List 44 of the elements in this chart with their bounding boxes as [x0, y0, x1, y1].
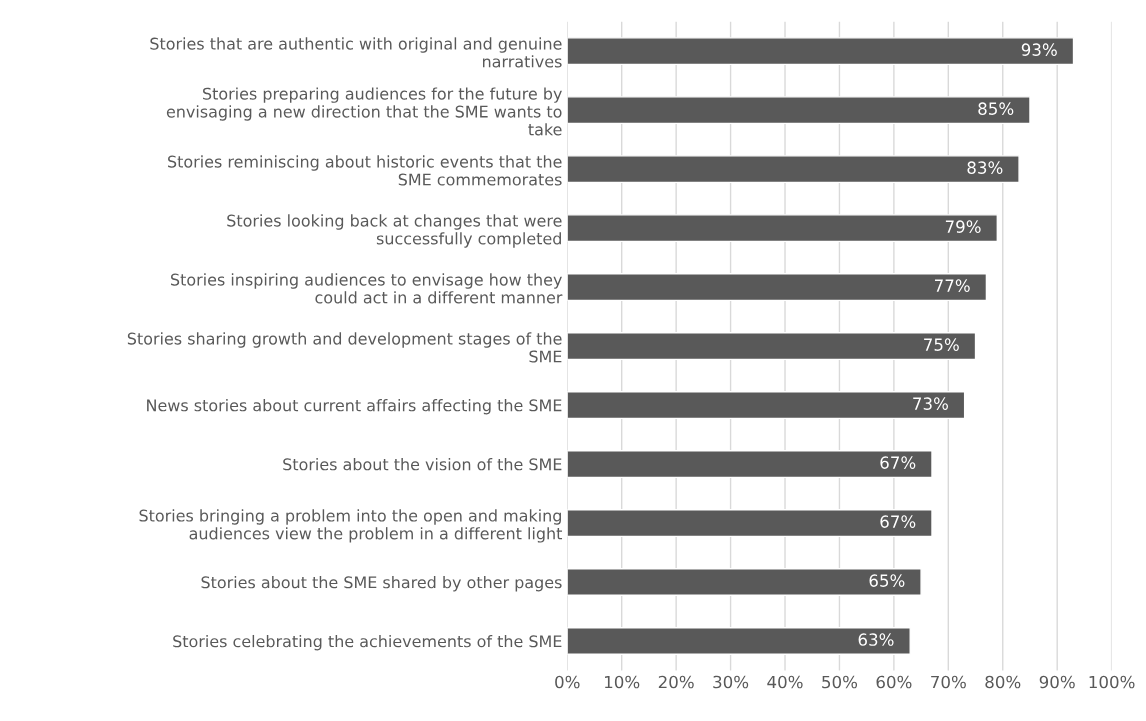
y-tick-label: Stories inspiring audiences to envisage how they could act in a different manner: [171, 273, 563, 304]
data-label: 85%: [978, 102, 1014, 115]
x-tick-label: 40%: [767, 675, 803, 689]
x-tick-label: 0%: [555, 675, 580, 689]
data-label: 93%: [1021, 43, 1057, 56]
data-label: 77%: [935, 279, 970, 292]
x-tick-label: 100%: [1089, 675, 1135, 689]
bar: [567, 96, 1031, 125]
data-label: 83%: [967, 161, 1003, 174]
bar: [567, 273, 988, 302]
y-tick-label: Stories about the SME shared by other pages: [201, 575, 562, 592]
x-tick-label: 50%: [822, 675, 858, 689]
bar: [567, 627, 911, 656]
y-tick-label: Stories looking back at changes that were successfully completed: [227, 214, 562, 248]
y-tick-label: Stories reminiscing about historic events that the SME commemorates: [168, 155, 562, 186]
y-tick-label: Stories sharing growth and development stages of the SME: [127, 332, 562, 363]
bar: [567, 391, 966, 420]
y-tick-label: Stories celebrating the achievements of the SME: [173, 634, 562, 651]
bar: [567, 155, 1020, 184]
data-label: 73%: [913, 397, 948, 410]
bar: [567, 214, 999, 243]
data-label: 63%: [858, 633, 894, 646]
x-tick-label: 80%: [985, 675, 1021, 689]
x-tick-label: 90%: [1039, 675, 1075, 689]
data-label: 75%: [924, 338, 959, 351]
y-tick-label: Stories preparing audiences for the future by envisaging a new direction that the SME wants to take: [166, 87, 562, 136]
y-tick-label: Stories about the vision of the SME: [283, 457, 562, 471]
data-label: 79%: [945, 220, 981, 233]
y-tick-label: Stories that are authentic with original and genuine narratives: [150, 37, 562, 68]
y-tick-label: News stories about current affairs affecting the SME: [147, 399, 562, 415]
bar: [567, 509, 933, 538]
bar: [567, 37, 1075, 66]
bar: [567, 568, 922, 597]
x-tick-label: 10%: [605, 675, 640, 689]
y-tick-label: Stories bringing a problem into the open and making audiences view the problem in a different light: [139, 509, 563, 543]
x-tick-label: 60%: [876, 675, 912, 689]
bar: [567, 332, 977, 361]
x-tick-label: 70%: [931, 675, 966, 689]
data-label: 65%: [869, 574, 905, 587]
data-label: 67%: [880, 515, 916, 528]
x-tick-label: 30%: [713, 675, 749, 689]
x-tick-label: 20%: [658, 675, 694, 689]
data-label: 67%: [880, 456, 916, 469]
bar: [567, 450, 933, 479]
